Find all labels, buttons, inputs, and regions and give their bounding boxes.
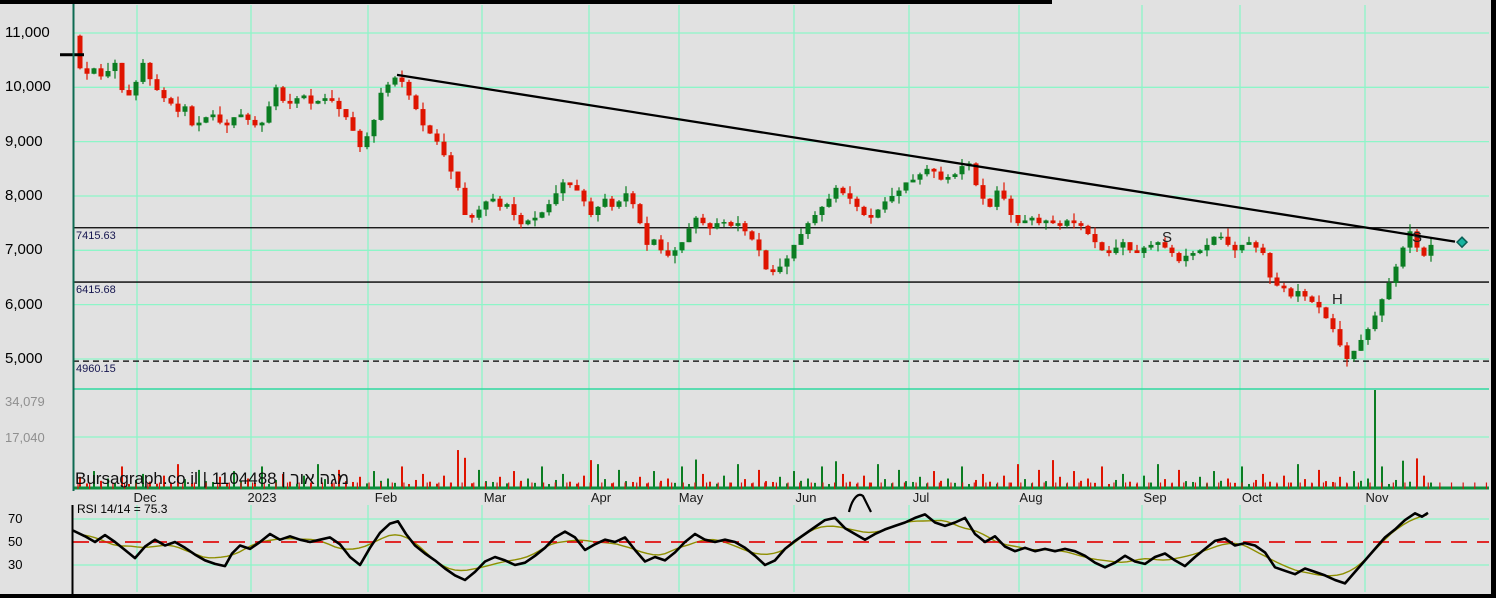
pattern-label-head: H: [1332, 291, 1343, 308]
trendline: [396, 73, 1469, 249]
rsi-tick-label: 70: [8, 511, 23, 526]
price-tick-label: 8,000: [5, 186, 43, 204]
month-label: Aug: [1019, 490, 1043, 505]
level-lines: [73, 227, 1489, 362]
month-label: Apr: [590, 490, 612, 505]
level-value-label: 4960.15: [76, 363, 116, 376]
price-tick-label: 5,000: [5, 349, 43, 367]
level-value-label: 7415.63: [76, 229, 116, 242]
cursor-glyph-icon: [847, 493, 872, 513]
date-axis-strip: [73, 482, 1489, 490]
month-label: Mar: [483, 490, 507, 505]
cursor-artifact: [847, 493, 872, 513]
candlesticks: [77, 34, 1434, 367]
level-value-label: 6415.68: [76, 284, 116, 297]
volume-tick-label: 17,040: [5, 430, 45, 445]
rsi-tick-label: 50: [8, 534, 23, 549]
volume-tick-label: 34,079: [5, 394, 45, 409]
watermark-text: Bursagraph.co.il | 1104488 | מגה אור: [75, 469, 350, 488]
price-tick-label: 7,000: [5, 241, 43, 259]
month-label: Sep: [1143, 490, 1167, 505]
price-tick-label: 9,000: [5, 132, 43, 150]
rsi-indicator-label: RSI 14/14 = 75.3: [77, 502, 168, 516]
axis-lines: [71, 0, 75, 594]
month-label: Feb: [374, 490, 398, 505]
price-tick-label: 10,000: [5, 78, 51, 96]
pattern-label-left-shoulder: S: [1162, 229, 1173, 246]
price-tick-label: 6,000: [5, 295, 43, 313]
month-label: Dec: [133, 490, 157, 505]
month-label: May: [678, 490, 704, 505]
pattern-label-right-shoulder: S: [1412, 229, 1423, 246]
prev-close-marker: [60, 53, 84, 57]
price-tick-label: 11,000: [5, 24, 50, 41]
month-label: Jun: [795, 490, 817, 505]
rsi-plot: [72, 511, 1489, 585]
trendline-end-diamond-icon: [1455, 236, 1469, 249]
rsi-line: [72, 511, 1429, 585]
rsi-tick-label: 30: [8, 557, 23, 572]
month-label: Oct: [1241, 490, 1263, 505]
month-label: 2023: [247, 490, 277, 505]
month-label: Jul: [912, 490, 930, 505]
month-label: Nov: [1365, 490, 1389, 505]
